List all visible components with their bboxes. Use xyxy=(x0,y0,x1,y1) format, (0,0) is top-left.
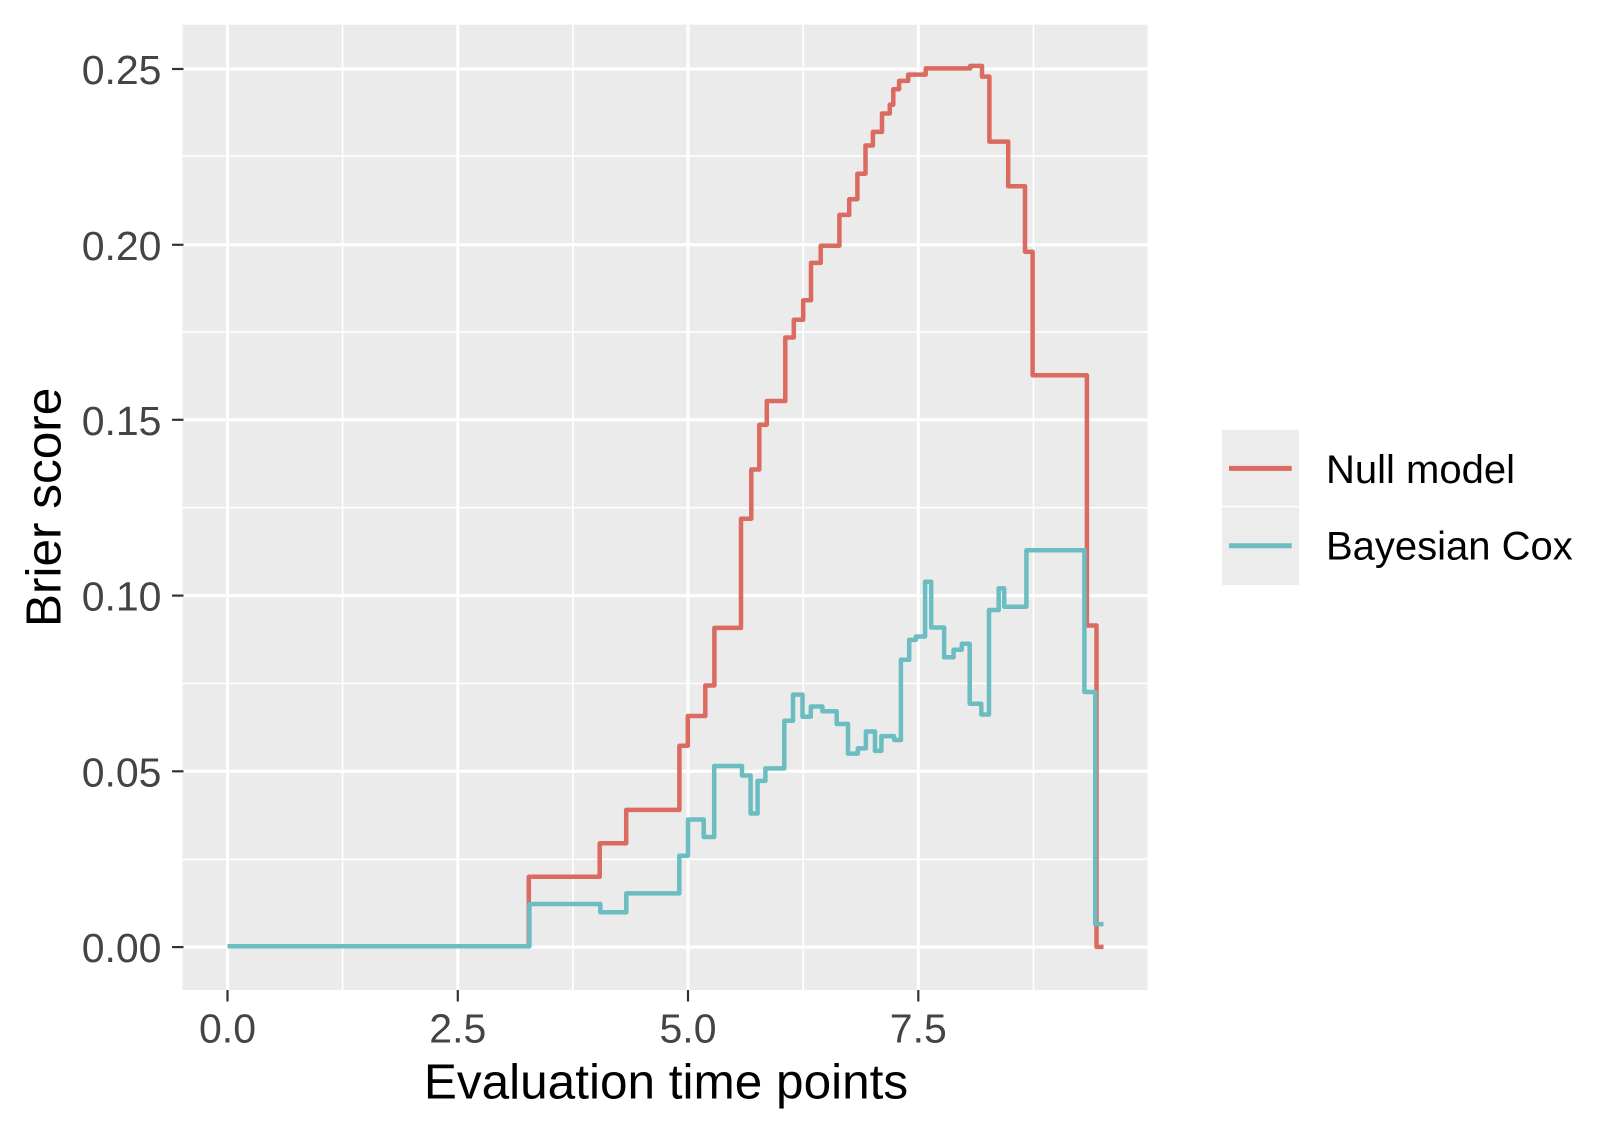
svg-text:7.5: 7.5 xyxy=(890,1006,947,1052)
svg-text:0.0: 0.0 xyxy=(199,1006,256,1052)
svg-text:0.25: 0.25 xyxy=(82,47,162,93)
svg-text:0.20: 0.20 xyxy=(82,223,162,269)
svg-text:Evaluation time points: Evaluation time points xyxy=(424,1055,908,1110)
svg-text:0.00: 0.00 xyxy=(82,925,162,971)
svg-text:Brier score: Brier score xyxy=(17,388,72,627)
svg-text:5.0: 5.0 xyxy=(660,1006,717,1052)
svg-text:0.15: 0.15 xyxy=(82,398,162,444)
svg-text:0.05: 0.05 xyxy=(82,749,162,795)
svg-text:0.10: 0.10 xyxy=(82,574,162,620)
svg-text:Null model: Null model xyxy=(1326,448,1515,492)
svg-text:Bayesian Cox: Bayesian Cox xyxy=(1326,525,1573,569)
svg-text:2.5: 2.5 xyxy=(429,1006,486,1052)
